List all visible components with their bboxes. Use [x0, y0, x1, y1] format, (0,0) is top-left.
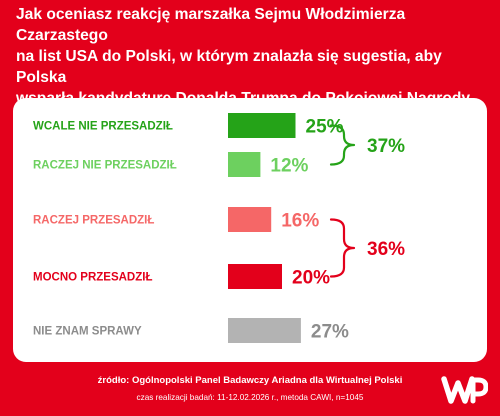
value-label: 27% — [311, 322, 349, 343]
wp-logo-icon — [441, 376, 488, 404]
header: Jak oceniasz reakcję marszałka Sejmu Wło… — [0, 0, 500, 128]
value-label: 20% — [292, 268, 330, 289]
group-total-label: 36% — [367, 239, 405, 260]
bar — [228, 152, 261, 177]
bar-chart: WCALE NIE PRZESADZIŁ 25% RACZEJ NIE PRZESA… — [33, 113, 405, 343]
bar — [228, 318, 301, 343]
footer: źródło: Ogólnopolski Panel Badawczy Aria… — [0, 368, 500, 416]
value-label: 25% — [306, 117, 344, 138]
category-label: RACZEJ NIE PRZESADZIŁ — [33, 160, 177, 172]
source-text: źródło: Ogólnopolski Panel Badawczy Aria… — [97, 375, 403, 386]
category-label: MOCNO PRZESADZIŁ — [33, 272, 152, 284]
survey-meta-text: czas realizacji badań: 11-12.02.2026 r.,… — [136, 393, 364, 402]
group-total-label: 37% — [367, 136, 405, 157]
value-label: 16% — [281, 211, 319, 232]
chart-card: WCALE NIE PRZESADZIŁ 25% RACZEJ NIE PRZESA… — [13, 98, 487, 362]
group-bracket — [329, 218, 356, 278]
group-bracket — [329, 124, 356, 166]
category-label: NIE ZNAM SPRAWY — [33, 326, 142, 338]
category-label: RACZEJ PRZESADZIŁ — [33, 215, 154, 227]
value-label: 12% — [270, 156, 308, 177]
title-line: na list USA do Polski, w którym znalazła… — [16, 48, 442, 86]
bar — [228, 113, 296, 138]
bar — [228, 264, 282, 289]
title-line: Jak oceniasz reakcję marszałka Sejmu Wło… — [16, 6, 406, 44]
category-label: WCALE NIE PRZESADZIŁ — [33, 121, 173, 133]
bar — [228, 207, 272, 232]
